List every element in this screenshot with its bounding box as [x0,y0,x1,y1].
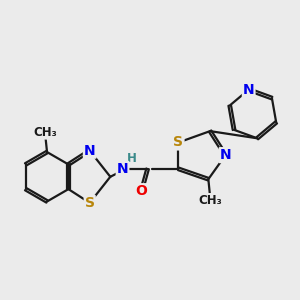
Text: CH₃: CH₃ [198,194,222,207]
Text: N: N [220,148,231,162]
Text: H: H [127,152,137,165]
Text: N: N [84,144,95,158]
Text: N: N [117,162,128,176]
Text: N: N [243,82,254,97]
Text: S: S [173,135,184,149]
Text: CH₃: CH₃ [33,126,57,139]
Text: S: S [85,196,95,210]
Text: O: O [136,184,147,198]
